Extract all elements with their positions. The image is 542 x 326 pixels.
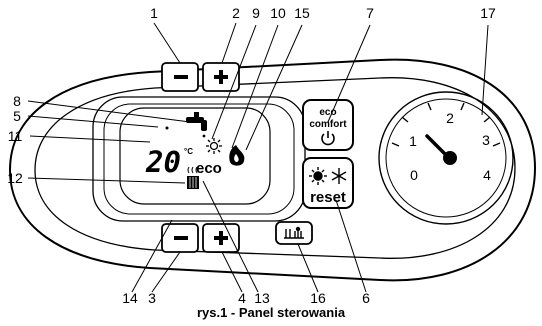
reset-label: reset <box>310 189 346 206</box>
lcd-dot <box>165 126 169 130</box>
dial-label-2: 2 <box>446 110 454 126</box>
comfort-label: comfort <box>309 119 347 130</box>
sun-icon <box>206 138 222 154</box>
panel-inner-outline <box>34 77 516 259</box>
callout-3: 3 <box>148 290 156 306</box>
callout-15: 15 <box>294 5 310 21</box>
reset-button[interactable]: reset <box>302 157 354 209</box>
eco-comfort-button[interactable]: eco comfort <box>302 99 354 151</box>
chimney-icon <box>187 166 199 189</box>
snowflake-icon <box>331 168 347 184</box>
callout-9: 9 <box>252 5 260 21</box>
display-bezel-inner <box>103 103 295 215</box>
dial-label-1: 1 <box>409 133 417 149</box>
callout-5: 5 <box>13 108 21 124</box>
flame-icon <box>229 145 245 166</box>
callout-14: 14 <box>122 290 138 306</box>
callout-2: 2 <box>232 5 240 21</box>
callout-11: 11 <box>8 128 23 144</box>
dial-label-3: 3 <box>482 132 490 148</box>
dial-label-4: 4 <box>483 167 491 183</box>
callout-8: 8 <box>13 93 21 109</box>
tap-icon <box>186 112 207 138</box>
dial-label-0: 0 <box>410 167 418 183</box>
lcd-temperature: 20 <box>145 145 181 179</box>
dial-ticks <box>391 102 501 147</box>
callout-4: 4 <box>238 290 246 306</box>
callout-6: 6 <box>362 290 370 306</box>
lcd-eco: eco <box>196 160 222 177</box>
temperature-dial[interactable]: 0 1 2 3 4 <box>378 91 514 225</box>
callout-7: 7 <box>366 5 374 21</box>
callout-13: 13 <box>254 290 270 306</box>
heating-minus-button[interactable] <box>161 62 199 92</box>
callout-12: 12 <box>7 170 23 186</box>
heating-system-button[interactable] <box>275 221 313 245</box>
callout-16: 16 <box>310 290 326 306</box>
sun-small-icon <box>309 167 327 185</box>
callout-1: 1 <box>150 5 158 21</box>
power-icon <box>321 131 335 146</box>
dial-hub <box>443 151 457 165</box>
lcd-window <box>119 107 271 205</box>
figure-caption: rys.1 - Panel sterowania <box>196 305 346 320</box>
dhw-plus-button[interactable] <box>202 223 240 253</box>
leader-lines <box>27 22 489 293</box>
heating-system-icon <box>284 226 304 239</box>
display-bezel <box>92 96 306 222</box>
lcd-unit: °C <box>184 147 193 156</box>
eco-label: eco <box>319 107 336 118</box>
callout-10: 10 <box>270 5 286 21</box>
heating-plus-button[interactable] <box>202 62 240 92</box>
callout-17: 17 <box>480 5 496 21</box>
